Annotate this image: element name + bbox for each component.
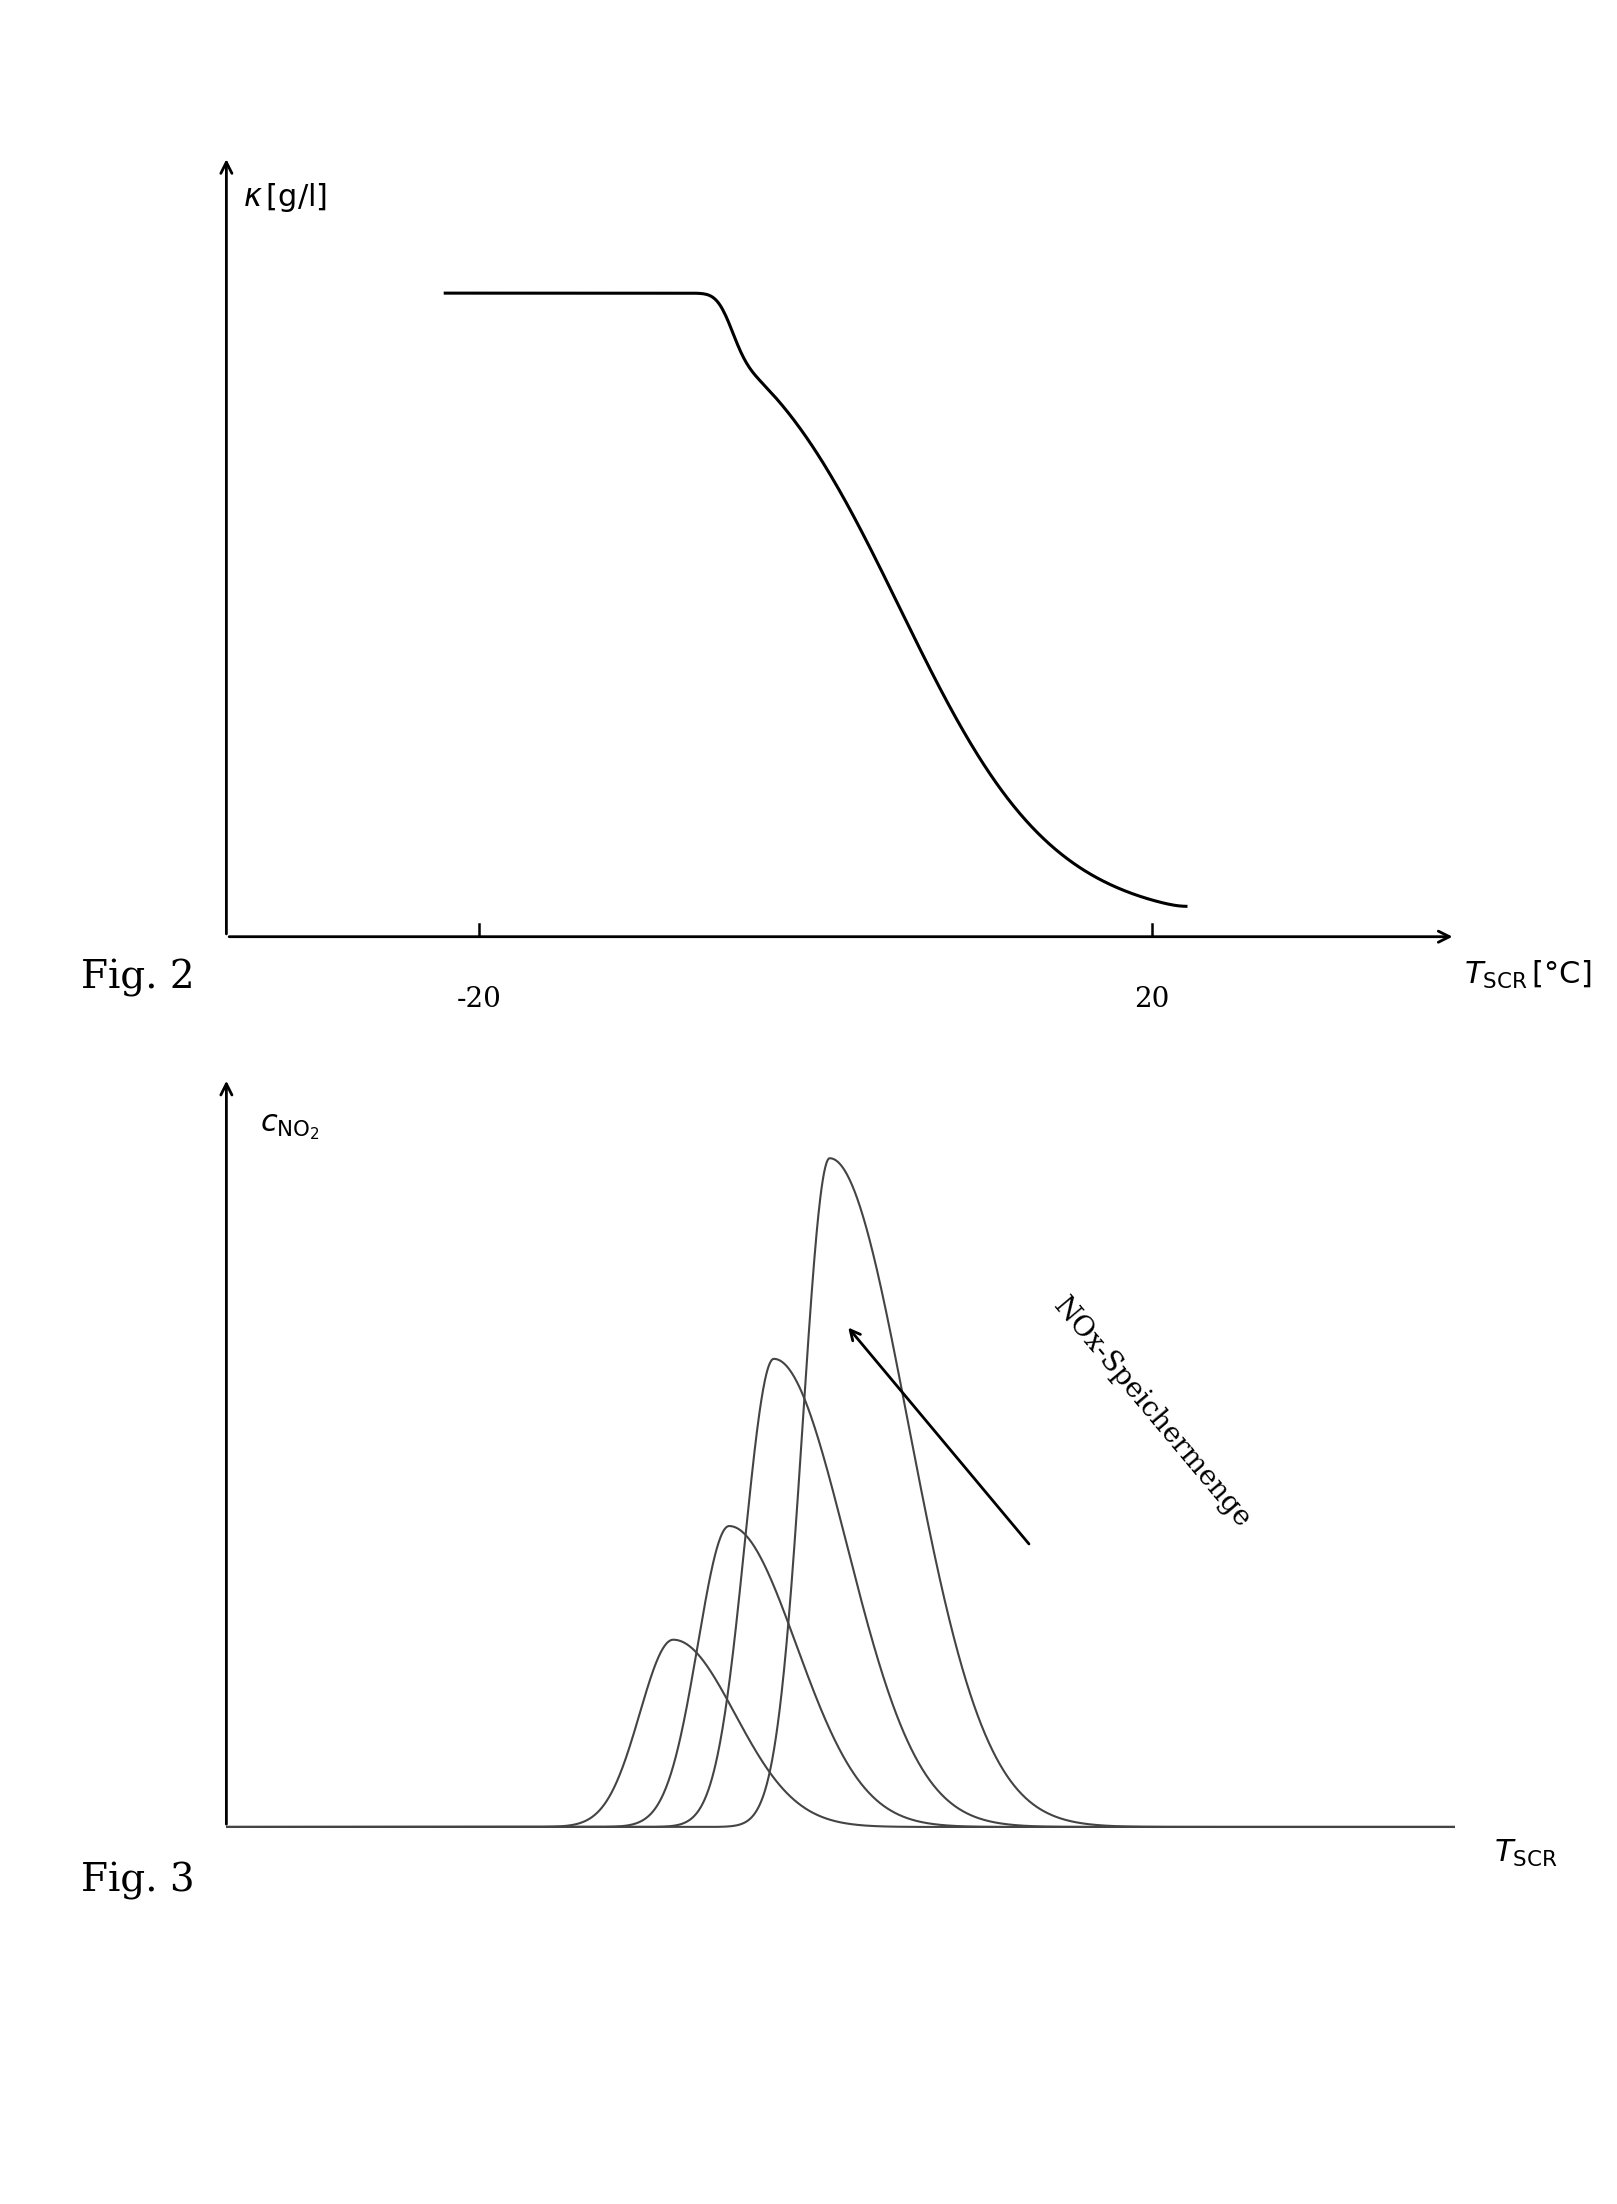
Text: $c_{\mathrm{NO_2}}$: $c_{\mathrm{NO_2}}$ [260, 1111, 320, 1142]
Text: Fig. 3: Fig. 3 [81, 1862, 194, 1900]
Text: Fig. 2: Fig. 2 [81, 959, 194, 996]
Text: -20: -20 [456, 985, 501, 1012]
Text: 20: 20 [1135, 985, 1171, 1012]
Text: $T_{\mathrm{SCR}}\,[\mathrm{°C}]$: $T_{\mathrm{SCR}}\,[\mathrm{°C}]$ [1463, 959, 1591, 992]
Text: NOx-Speichermenge: NOx-Speichermenge [1048, 1292, 1255, 1532]
Text: $\kappa\,[\mathrm{g/l}]$: $\kappa\,[\mathrm{g/l}]$ [243, 181, 327, 214]
Text: $T_{\mathrm{SCR}}$: $T_{\mathrm{SCR}}$ [1494, 1838, 1557, 1869]
